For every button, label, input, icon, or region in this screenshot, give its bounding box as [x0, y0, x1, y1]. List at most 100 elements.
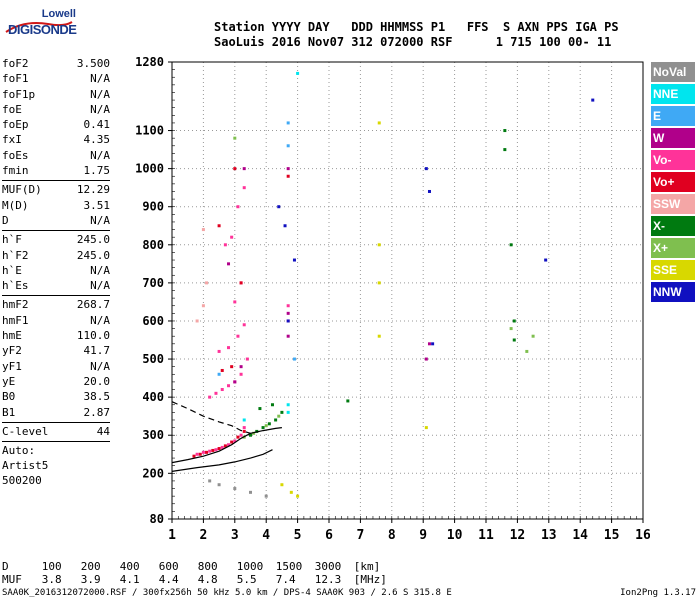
- echo-point-x: [509, 327, 513, 331]
- echo-point-w: [424, 357, 428, 361]
- polarization-legend: NoVal NNE E W Vo- Vo+ SSW X- X+ SSE NNW: [651, 62, 695, 304]
- y-tick-label: 300: [142, 428, 164, 442]
- echo-point-sse: [377, 243, 381, 247]
- muf-table-row-label: MUF: [2, 573, 42, 586]
- echo-point-x: [503, 148, 507, 152]
- chart-ticks: 1 2 3 4 5 6 7 8 9 10 11 12 13 14 15 1680200300400500600…: [135, 55, 650, 543]
- echo-point-nnw: [424, 167, 428, 171]
- echo-point-e: [286, 121, 290, 125]
- param-label: yF1: [2, 359, 22, 373]
- x-tick-label: 5: [294, 528, 302, 543]
- echo-point-w: [227, 262, 231, 266]
- muf-table-muf-row: MUF 3.8 3.9 4.1 4.4 4.8 5.5 7.4 12.3 [MHz]: [2, 573, 398, 586]
- echo-point-vo: [195, 452, 199, 456]
- param-row: hmF1 N/A: [2, 313, 110, 328]
- param-value: 41.7: [83, 344, 111, 358]
- muf-table-cell: 400: [119, 560, 140, 573]
- param-row: hmE 110.0: [2, 328, 110, 343]
- echo-point-sse: [377, 281, 381, 285]
- echo-point-noval: [249, 490, 252, 494]
- echo-point-nnw: [277, 205, 281, 209]
- echo-point-vo: [242, 323, 246, 327]
- trace-curve-profile-lower: [171, 449, 273, 472]
- muf-table-cell: 800: [197, 560, 218, 573]
- param-value: N/A: [90, 279, 110, 293]
- software-version: Ion2Png 1.3.17: [620, 588, 696, 598]
- param-row: foF1p N/A: [2, 87, 110, 102]
- echo-point-vo: [239, 281, 243, 285]
- trace-curve-profile: [171, 427, 282, 464]
- legend-item-nnw: NNW: [651, 282, 695, 302]
- ionogram-chart: 1 2 3 4 5 6 7 8 9 10 11 12 13 14 15 1680200300400500600…: [135, 55, 650, 543]
- muf-table-cell: 1500: [275, 560, 303, 573]
- legend-item-x: X-: [651, 216, 695, 236]
- param-row: B1 2.87: [2, 405, 110, 420]
- logo-text-lowell: Lowell: [41, 8, 76, 20]
- echo-point-sse: [377, 121, 381, 125]
- y-tick-label: 900: [142, 200, 164, 214]
- echo-point-ssw: [201, 304, 205, 308]
- echo-point-vo: [198, 452, 202, 456]
- echo-point-vo: [220, 368, 224, 372]
- y-tick-label: 700: [142, 276, 164, 290]
- param-label: yF2: [2, 344, 22, 358]
- echo-point-x: [531, 334, 535, 338]
- echo-point-w: [233, 380, 237, 384]
- echo-point-x: [277, 414, 281, 418]
- param-value: N/A: [90, 102, 110, 116]
- param-value: N/A: [90, 359, 110, 373]
- param-label: MUF(D): [2, 183, 42, 197]
- y-tick-label: 1100: [135, 124, 164, 138]
- echo-point-x: [346, 399, 350, 403]
- params-group-critical-freqs: foF2 3.500 foF1 N/A foF1p N/A foE N/A foEp 0.41 fx…: [2, 56, 110, 178]
- echo-point-sse: [289, 490, 293, 494]
- y-tick-label: 400: [142, 390, 164, 404]
- param-row: foF2 3.500: [2, 56, 110, 71]
- echo-point-ssw: [205, 281, 209, 285]
- param-row: foEp 0.41: [2, 117, 110, 132]
- muf-table-cell: 3.9: [80, 573, 101, 586]
- echo-point-x: [258, 407, 262, 411]
- param-row: fmin 1.75: [2, 163, 110, 178]
- header-line-values: SaoLuis 2016 Nov07 312 072000 RSF 1 715 …: [214, 35, 612, 49]
- echo-point-noval: [233, 487, 237, 491]
- echo-point-vo: [214, 391, 218, 395]
- echo-point-ssw: [201, 228, 205, 232]
- echo-point-sse: [377, 334, 381, 338]
- param-row: MUF(D) 12.29: [2, 182, 110, 197]
- x-tick-label: 10: [447, 528, 463, 543]
- echo-point-w: [286, 167, 290, 171]
- param-row: h`E N/A: [2, 263, 110, 278]
- x-tick-label: 16: [635, 528, 650, 543]
- clevel-label: C-level: [2, 424, 49, 438]
- echo-point-x: [233, 136, 237, 140]
- param-row: yF2 41.7: [2, 343, 110, 358]
- param-row: D N/A: [2, 213, 110, 228]
- legend-item-noval: NoVal: [651, 62, 695, 82]
- legend-item-e: E: [651, 106, 695, 126]
- param-label: foF1: [2, 72, 29, 86]
- param-value: 3.500: [76, 57, 110, 70]
- echo-point-sse: [424, 426, 428, 430]
- echo-point-vo: [217, 349, 221, 353]
- chart-frame: [171, 61, 644, 520]
- echo-point-noval: [208, 479, 212, 483]
- x-tick-label: 1: [168, 528, 176, 543]
- param-row: hmF2 268.7: [2, 297, 110, 312]
- param-value: 245.0: [76, 233, 110, 247]
- echo-point-nnw: [544, 258, 548, 262]
- param-row: h`F 245.0: [2, 232, 110, 247]
- muf-table-cell: 4.4: [158, 573, 179, 586]
- echo-point-vo: [230, 365, 234, 369]
- logo-text-digisonde: DIGISONDE: [8, 22, 77, 37]
- lowell-digisonde-logo: Lowell DIGISONDE: [4, 8, 84, 42]
- echo-point-x: [512, 319, 516, 323]
- echo-point-nne: [286, 410, 290, 414]
- muf-table-row-label: D: [2, 560, 42, 573]
- param-value: N/A: [90, 263, 110, 277]
- params-group-virtual-heights: h`F 245.0 h`F2 245.0 h`E N/A h`Es N/A: [2, 232, 110, 293]
- echo-point-nnw: [431, 342, 435, 346]
- chart-grid: [172, 62, 643, 519]
- echo-point-vo: [233, 300, 237, 304]
- echo-point-vo: [236, 334, 240, 338]
